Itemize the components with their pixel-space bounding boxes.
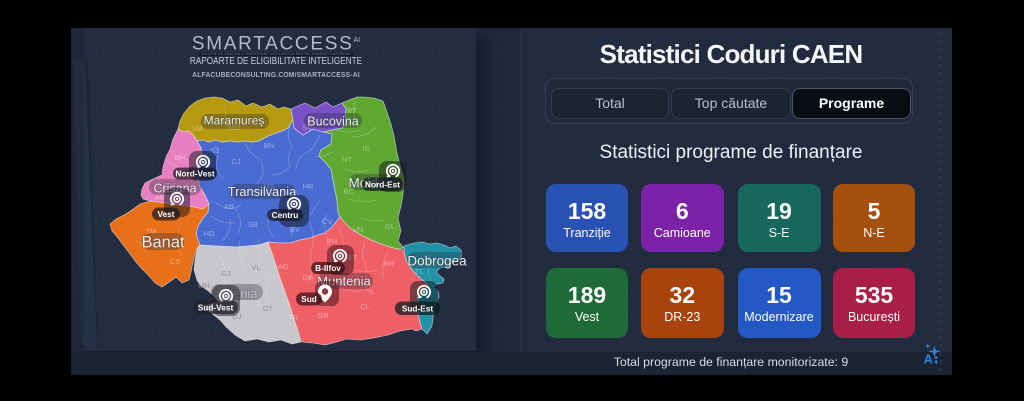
svg-text:Centru: Centru bbox=[272, 210, 299, 220]
svg-text:Sud: Sud bbox=[301, 294, 317, 304]
svg-text:AR: AR bbox=[155, 193, 166, 202]
svg-text:NT: NT bbox=[342, 155, 352, 164]
svg-text:DB: DB bbox=[303, 273, 313, 282]
svg-text:VN: VN bbox=[353, 225, 363, 234]
svg-text:Nord-Vest: Nord-Vest bbox=[175, 169, 214, 179]
svg-text:AB: AB bbox=[224, 202, 234, 211]
svg-text:VL: VL bbox=[251, 263, 260, 272]
svg-text:DJ: DJ bbox=[232, 312, 241, 321]
svg-text:CL: CL bbox=[360, 302, 370, 311]
svg-text:SB: SB bbox=[248, 220, 258, 229]
svg-text:SV: SV bbox=[302, 123, 312, 132]
svg-text:IL: IL bbox=[369, 287, 375, 296]
svg-text:CS: CS bbox=[170, 257, 180, 266]
svg-text:Vest: Vest bbox=[157, 209, 174, 219]
svg-text:Nord-Est: Nord-Est bbox=[365, 180, 400, 190]
svg-text:BR: BR bbox=[384, 259, 395, 268]
svg-text:PH: PH bbox=[327, 237, 337, 246]
svg-text:BH: BH bbox=[175, 153, 185, 162]
svg-text:AG: AG bbox=[278, 262, 289, 271]
svg-text:GR: GR bbox=[317, 311, 329, 320]
svg-text:CJ: CJ bbox=[231, 157, 240, 166]
svg-text:MM: MM bbox=[228, 123, 241, 132]
svg-text:B-Ilfov: B-Ilfov bbox=[315, 263, 341, 273]
svg-text:SJ: SJ bbox=[211, 146, 220, 155]
svg-text:BT: BT bbox=[347, 106, 357, 115]
svg-text:IS: IS bbox=[362, 144, 369, 153]
svg-text:Banat: Banat bbox=[141, 234, 185, 252]
svg-text:A: A bbox=[924, 352, 934, 367]
svg-text:HD: HD bbox=[204, 229, 215, 238]
svg-text:Dobrogea: Dobrogea bbox=[407, 254, 467, 269]
svg-text:TR: TR bbox=[288, 313, 299, 322]
svg-text:GJ: GJ bbox=[221, 269, 231, 278]
svg-text:Sud-Vest: Sud-Vest bbox=[198, 303, 234, 313]
svg-text:BN: BN bbox=[264, 141, 274, 150]
svg-text:Maramureș: Maramureș bbox=[204, 114, 265, 128]
svg-text:Transilvania: Transilvania bbox=[228, 184, 297, 199]
svg-text:OT: OT bbox=[263, 304, 274, 313]
svg-text:GL: GL bbox=[385, 222, 395, 231]
svg-text:CV: CV bbox=[322, 217, 332, 226]
svg-text:SM: SM bbox=[191, 124, 202, 133]
svg-text:MS: MS bbox=[263, 182, 274, 191]
svg-text:BC: BC bbox=[344, 187, 355, 196]
svg-text:MH: MH bbox=[198, 281, 210, 290]
svg-text:HR: HR bbox=[303, 182, 314, 191]
svg-text:BV: BV bbox=[290, 225, 300, 234]
svg-text:TL: TL bbox=[415, 267, 424, 276]
svg-text:TM: TM bbox=[146, 227, 157, 236]
svg-text:Sud-Est: Sud-Est bbox=[402, 304, 434, 314]
svg-text:Bucovina: Bucovina bbox=[307, 115, 358, 129]
